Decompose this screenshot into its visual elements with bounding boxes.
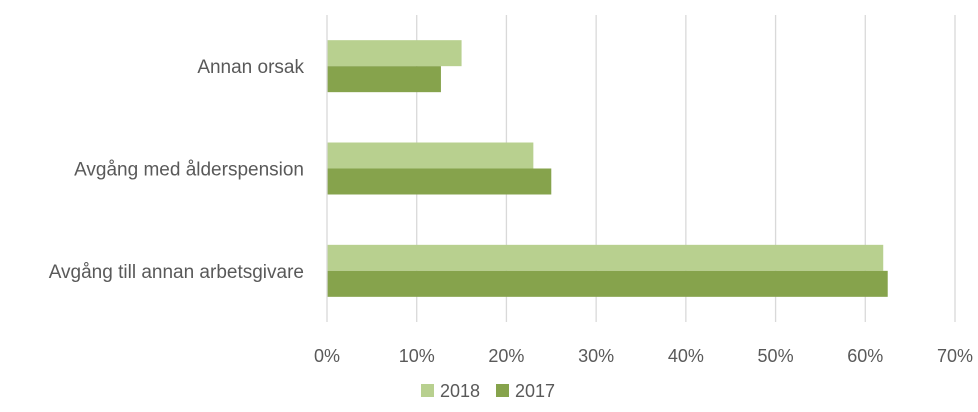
bar-2017-2 (327, 270, 888, 297)
x-tick-label: 60% (847, 346, 883, 366)
legend-label-2017: 2017 (515, 381, 555, 401)
bar-2018-1 (327, 142, 534, 169)
x-tick-label: 40% (668, 346, 704, 366)
category-label: Avgång med ålderspension (74, 160, 304, 181)
x-tick-label: 50% (758, 346, 794, 366)
x-tick-label: 70% (937, 346, 973, 366)
legend-label-2018: 2018 (440, 381, 480, 401)
gridlines (416, 15, 956, 322)
x-tick-labels: 0% 10% 20% 30% 40% 50% 60% 70% (314, 346, 973, 366)
category-label: Avgång till annan arbetsgivare (49, 262, 304, 283)
bar-2018-2 (327, 244, 884, 271)
legend-swatch-2018 (421, 384, 434, 397)
x-tick-label: 30% (578, 346, 614, 366)
bar-2017-0 (327, 66, 441, 93)
x-tick-label: 10% (399, 346, 435, 366)
bars (327, 40, 888, 297)
bar-2018-0 (327, 40, 462, 67)
legend: 2018 2017 (421, 381, 555, 401)
category-labels: Annan orsak Avgång med ålderspension Avgån… (49, 57, 305, 283)
bar-2017-1 (327, 168, 552, 195)
legend-swatch-2017 (496, 384, 509, 397)
x-tick-label: 20% (488, 346, 524, 366)
category-label: Annan orsak (197, 57, 304, 78)
x-tick-label: 0% (314, 346, 340, 366)
